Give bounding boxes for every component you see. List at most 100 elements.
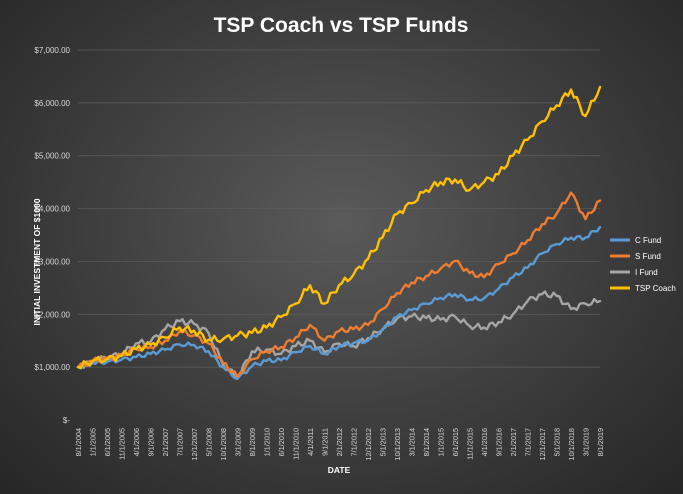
- x-tick-label: 1/1/2010: [263, 428, 272, 456]
- data-point: [570, 88, 572, 91]
- data-point: [149, 353, 152, 355]
- y-axis-ticks: $- $1,000.00 $2,000.00 $3,000.00 $4,000.00 $5…: [34, 46, 70, 425]
- x-tick-label: 7/1/2012: [350, 428, 359, 456]
- data-point: [584, 302, 587, 305]
- data-point: [91, 359, 94, 362]
- legend-item: I Fund: [610, 268, 658, 277]
- data-point: [410, 309, 413, 311]
- x-tick-label: 12/1/2007: [190, 428, 199, 460]
- data-point: [178, 330, 181, 333]
- legend-label: TSP Coach: [635, 284, 676, 293]
- data-point: [352, 328, 355, 330]
- data-point: [149, 344, 152, 346]
- data-point: [483, 326, 485, 329]
- data-point: [584, 115, 587, 117]
- x-tick-label: 10/1/2013: [393, 428, 402, 460]
- data-point: [570, 191, 572, 194]
- x-tick-label: 8/1/2009: [248, 428, 257, 456]
- series-line-i-fund: [76, 290, 602, 379]
- data-point: [483, 181, 485, 184]
- x-tick-label: 11/1/2005: [118, 428, 127, 460]
- y-tick-label: $1,000.00: [34, 363, 70, 372]
- data-point: [497, 263, 500, 265]
- data-point: [410, 315, 413, 318]
- data-point: [541, 252, 543, 255]
- series-line-c-fund: [76, 225, 602, 380]
- data-point: [584, 218, 587, 221]
- data-point: [584, 236, 587, 239]
- data-point: [120, 358, 123, 361]
- y-tick-label: $5,000.00: [34, 152, 70, 161]
- data-point: [294, 302, 297, 305]
- data-point: [367, 324, 369, 326]
- x-tick-label: 11/1/2015: [466, 428, 475, 460]
- x-tick-label: 9/1/2016: [495, 428, 504, 456]
- data-point: [323, 353, 326, 355]
- data-point: [454, 293, 456, 296]
- data-point: [77, 366, 79, 368]
- data-point: [193, 322, 195, 325]
- data-point: [207, 350, 210, 353]
- data-point: [381, 329, 384, 331]
- data-point: [280, 316, 282, 318]
- data-point: [352, 273, 355, 276]
- data-point: [541, 293, 543, 296]
- data-point: [236, 334, 239, 337]
- data-point: [164, 339, 166, 342]
- data-point: [236, 375, 239, 378]
- data-point: [338, 342, 340, 345]
- data-point: [570, 236, 572, 239]
- data-point: [120, 355, 123, 357]
- data-point: [309, 345, 311, 347]
- data-point: [135, 348, 137, 351]
- data-point: [425, 189, 427, 192]
- x-tick-label: 4/1/2006: [132, 428, 141, 456]
- data-point: [367, 339, 369, 342]
- legend-label: I Fund: [635, 268, 658, 277]
- data-point: [454, 315, 456, 318]
- x-tick-label: 8/1/2014: [422, 428, 431, 456]
- x-tick-label: 2/1/2012: [335, 428, 344, 456]
- x-axis-ticks: 8/1/2004 1/1/2005 6/1/2005 11/1/2005 4/1/200…: [74, 428, 605, 460]
- data-point: [570, 308, 572, 310]
- data-point: [425, 302, 427, 305]
- data-point: [309, 284, 311, 287]
- data-point: [149, 340, 152, 343]
- data-point: [135, 356, 137, 358]
- x-tick-label: 7/1/2007: [176, 428, 185, 456]
- data-point: [265, 326, 268, 329]
- data-point: [367, 257, 369, 260]
- x-tick-label: 5/1/2018: [553, 428, 562, 456]
- x-tick-label: 7/1/2017: [524, 428, 533, 456]
- data-point: [135, 342, 137, 345]
- y-tick-label: $6,000.00: [34, 99, 70, 108]
- x-tick-label: 12/1/2012: [364, 428, 373, 460]
- data-point: [265, 359, 268, 362]
- x-tick-label: 2/1/2017: [509, 428, 518, 456]
- data-point: [352, 345, 355, 347]
- data-point: [483, 276, 485, 279]
- y-tick-label: $-: [63, 416, 70, 425]
- data-point: [251, 365, 253, 367]
- data-point: [294, 345, 297, 347]
- y-axis-label: INITIAL INVESTMENT OF $1000: [32, 198, 42, 325]
- data-point: [468, 189, 471, 192]
- data-point: [222, 366, 224, 368]
- data-point: [164, 328, 166, 330]
- x-tick-label: 1/1/2015: [437, 428, 446, 456]
- x-tick-label: 8/1/2019: [596, 428, 605, 456]
- data-point: [454, 178, 456, 181]
- x-tick-label: 3/1/2014: [408, 428, 417, 456]
- data-point: [468, 272, 471, 274]
- x-tick-label: 5/1/2013: [379, 428, 388, 456]
- data-point: [381, 236, 384, 239]
- data-point: [410, 202, 413, 205]
- data-point: [265, 348, 268, 351]
- data-point: [265, 350, 268, 353]
- data-point: [222, 362, 224, 364]
- x-tick-label: 8/1/2004: [74, 428, 83, 456]
- data-point: [149, 346, 152, 348]
- data-point: [280, 353, 282, 355]
- x-tick-label: 3/1/2019: [582, 428, 591, 456]
- x-tick-label: 6/1/2005: [103, 428, 112, 456]
